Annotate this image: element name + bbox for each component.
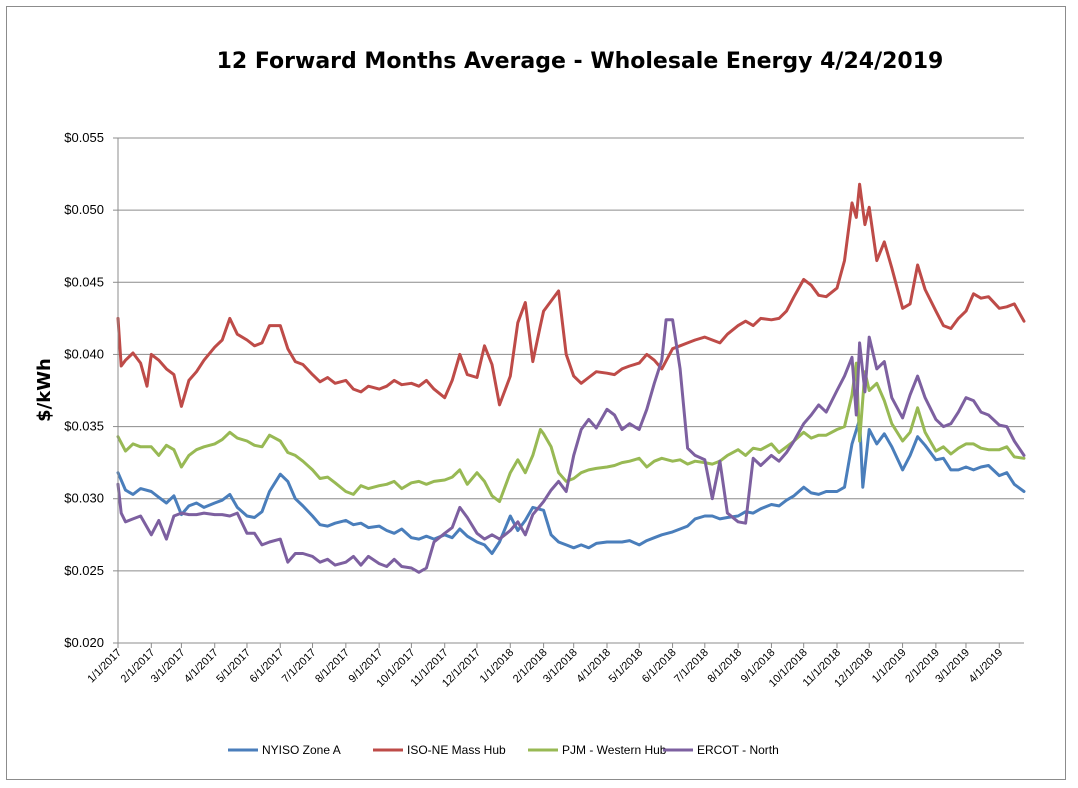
x-tick-label: 8/1/2018 <box>705 647 744 686</box>
series-line <box>116 318 1026 574</box>
legend-label: ISO-NE Mass Hub <box>407 743 506 757</box>
x-tick-label: 5/1/2018 <box>607 647 646 686</box>
gridlines <box>118 137 1024 644</box>
x-tick-label: 4/1/2017 <box>182 647 221 686</box>
x-tick-label: 4/1/2019 <box>967 647 1006 686</box>
legend-label: ERCOT - North <box>697 743 779 757</box>
x-tick-label: 1/1/2017 <box>85 647 124 686</box>
x-tick-label: 8/1/2017 <box>313 647 352 686</box>
y-tick-label: $0.040 <box>64 346 104 361</box>
x-tick-label: 6/1/2018 <box>640 647 679 686</box>
y-tick-label: $0.055 <box>64 130 104 145</box>
series-lines <box>116 182 1026 574</box>
axes <box>117 138 1024 644</box>
x-tick-label: 7/1/2018 <box>672 647 711 686</box>
y-tick-label: $0.050 <box>64 202 104 217</box>
legend-label: NYISO Zone A <box>262 743 341 757</box>
y-tick-label: $0.045 <box>64 274 104 289</box>
legend: NYISO Zone A ISO-NE Mass Hub PJM - Western… <box>228 743 779 757</box>
y-axis-ticks: $0.020 $0.025 $0.030 $0.035 $0.040 $0.045 $0.0… <box>64 130 118 650</box>
chart-title: 12 Forward Months Average - Wholesale En… <box>217 49 944 74</box>
x-tick-label: 4/1/2018 <box>574 647 613 686</box>
x-axis-ticks: 1/1/20172/1/20173/1/20174/1/20175/1/2017… <box>85 643 1005 690</box>
y-tick-label: $0.025 <box>64 563 104 578</box>
x-tick-label: 5/1/2017 <box>214 647 253 686</box>
y-tick-label: $0.020 <box>64 635 104 650</box>
x-tick-label: 6/1/2017 <box>248 647 287 686</box>
y-tick-label: $0.035 <box>64 419 104 434</box>
series-line <box>116 417 1026 555</box>
y-axis-label: $/kWh <box>34 358 55 422</box>
x-tick-label: 1/1/2019 <box>870 647 909 686</box>
series-line <box>116 361 1026 504</box>
series-line <box>116 182 1026 408</box>
y-tick-label: $0.030 <box>64 491 104 506</box>
x-tick-label: 7/1/2017 <box>280 647 319 686</box>
legend-label: PJM - Western Hub <box>562 743 667 757</box>
x-tick-label: 1/1/2018 <box>478 647 517 686</box>
